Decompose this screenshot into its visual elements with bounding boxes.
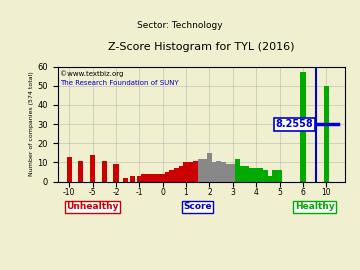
Bar [212, 163, 217, 182]
Text: The Research Foundation of SUNY: The Research Foundation of SUNY [60, 80, 179, 86]
Text: Unhealthy: Unhealthy [66, 202, 119, 211]
Bar [240, 166, 245, 182]
Bar [235, 158, 240, 182]
Text: Sector: Technology: Sector: Technology [137, 21, 223, 30]
Bar [221, 163, 226, 182]
Bar [78, 160, 84, 182]
Bar [272, 170, 278, 182]
Bar [258, 168, 264, 182]
Bar [277, 170, 282, 182]
Bar [184, 163, 189, 182]
Bar [141, 174, 147, 182]
Bar [207, 153, 212, 182]
Bar [198, 158, 203, 182]
Bar [249, 168, 254, 182]
Text: Healthy: Healthy [295, 202, 334, 211]
Bar [113, 164, 118, 182]
Bar [179, 166, 184, 182]
Bar [267, 176, 273, 182]
Bar [156, 174, 161, 182]
Bar [188, 163, 193, 182]
Bar [146, 174, 151, 182]
Bar [230, 164, 235, 182]
Bar [170, 170, 175, 182]
Y-axis label: Number of companies (574 total): Number of companies (574 total) [30, 72, 35, 177]
Text: ©www.textbiz.org: ©www.textbiz.org [60, 70, 124, 77]
Bar [102, 160, 107, 182]
Bar [151, 174, 156, 182]
Bar [263, 170, 268, 182]
Bar [253, 168, 259, 182]
Bar [300, 72, 306, 182]
Bar [244, 166, 249, 182]
Bar [123, 178, 128, 182]
Bar [137, 176, 142, 182]
Text: Score: Score [184, 202, 212, 211]
Bar [174, 168, 179, 182]
Bar [67, 157, 72, 182]
Bar [216, 160, 221, 182]
Bar [324, 86, 329, 182]
Bar [165, 172, 170, 182]
Bar [90, 155, 95, 182]
Title: Z-Score Histogram for TYL (2016): Z-Score Histogram for TYL (2016) [108, 42, 294, 52]
Text: 8.2558: 8.2558 [276, 119, 314, 129]
Bar [130, 176, 135, 182]
Bar [202, 158, 207, 182]
Bar [226, 164, 231, 182]
Bar [193, 160, 198, 182]
Bar [160, 174, 165, 182]
